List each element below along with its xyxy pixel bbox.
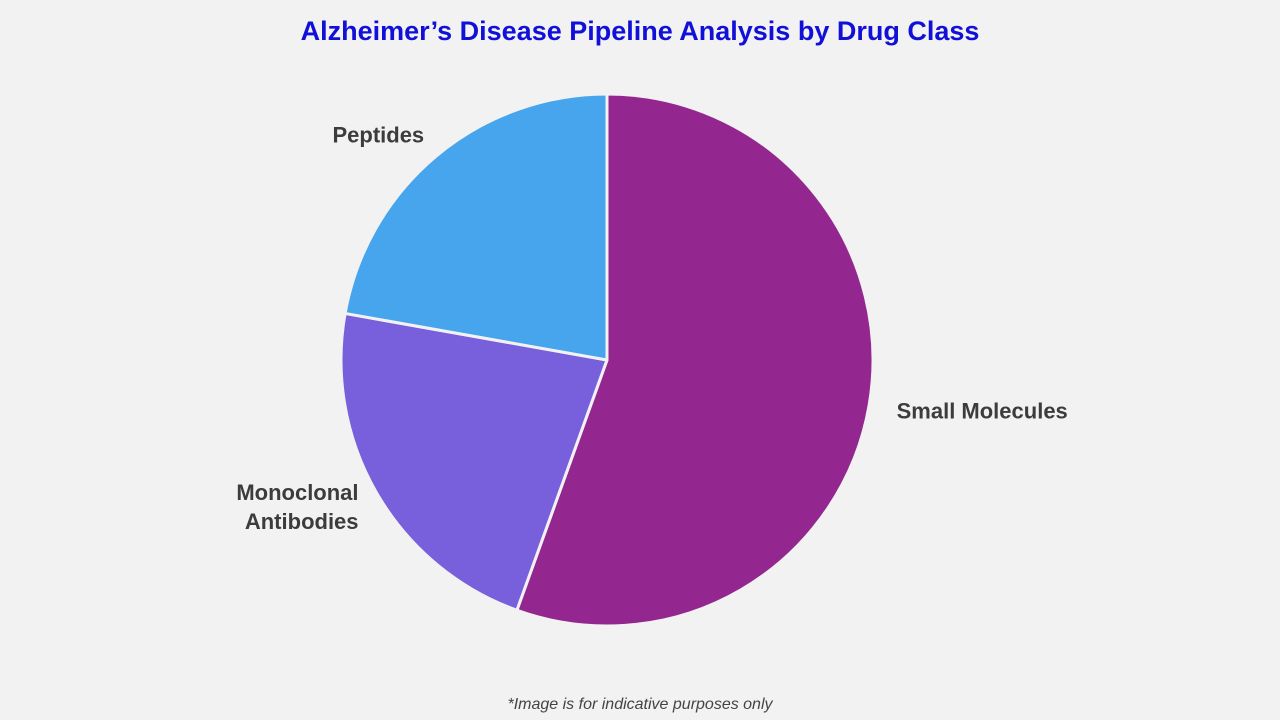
footnote: *Image is for indicative purposes only	[507, 696, 773, 713]
slice-label: Small Molecules	[896, 398, 1068, 424]
slice-label: Monoclonal Antibodies	[236, 480, 359, 535]
slice-label: Peptides	[332, 122, 425, 148]
pie-slice	[343, 92, 609, 362]
chart-title: Alzheimer’s Disease Pipeline Analysis by…	[300, 16, 980, 46]
pie-slice	[339, 311, 609, 612]
pie-slice	[515, 92, 875, 628]
